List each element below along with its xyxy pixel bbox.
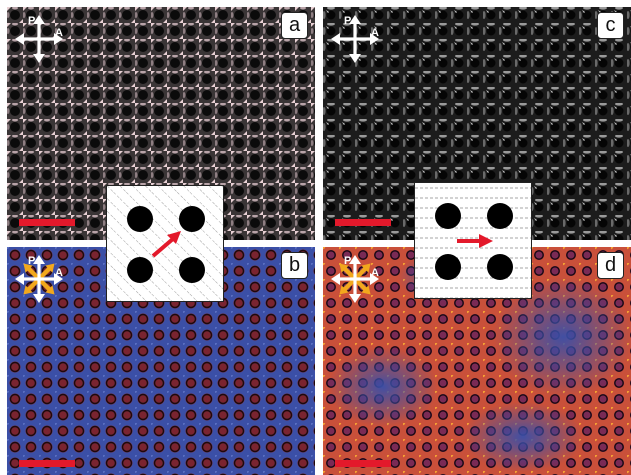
panel-label: b [281, 252, 308, 279]
polarizer-label: P [344, 255, 351, 267]
pillar [435, 254, 461, 280]
scale-bar [19, 219, 75, 226]
inset-schematic-horizontal [414, 182, 532, 299]
inset-schematic-diagonal [106, 185, 224, 302]
pillar [487, 203, 513, 229]
scale-bar [335, 219, 391, 226]
pillar [435, 203, 461, 229]
polarizer-cross-icon: PA [15, 15, 63, 63]
pillar [179, 206, 205, 232]
analyzer-label: A [55, 267, 63, 279]
panel-label: c [597, 12, 624, 39]
polarizer-label: P [344, 15, 351, 27]
panel-label: a [281, 12, 308, 39]
pillar [127, 206, 153, 232]
pillar [179, 257, 205, 283]
analyzer-label: A [55, 27, 63, 39]
polarizer-label: P [28, 15, 35, 27]
polarizer-cross-icon: PA [331, 15, 379, 63]
polarizer-director-cross-icon: PA [15, 255, 63, 303]
director-arrow-icon [151, 231, 181, 258]
pillar [487, 254, 513, 280]
scale-bar [19, 460, 75, 467]
analyzer-label: A [371, 267, 379, 279]
analyzer-label: A [371, 27, 379, 39]
panel-label: d [597, 252, 624, 279]
pillar [127, 257, 153, 283]
polarizer-label: P [28, 255, 35, 267]
polarizer-director-cross-icon: PA [331, 255, 379, 303]
director-arrow-icon [457, 234, 493, 248]
scale-bar [335, 460, 391, 467]
